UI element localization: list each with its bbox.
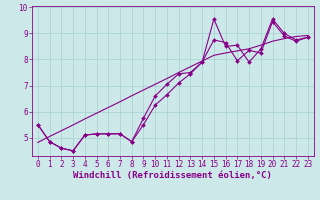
X-axis label: Windchill (Refroidissement éolien,°C): Windchill (Refroidissement éolien,°C): [73, 171, 272, 180]
